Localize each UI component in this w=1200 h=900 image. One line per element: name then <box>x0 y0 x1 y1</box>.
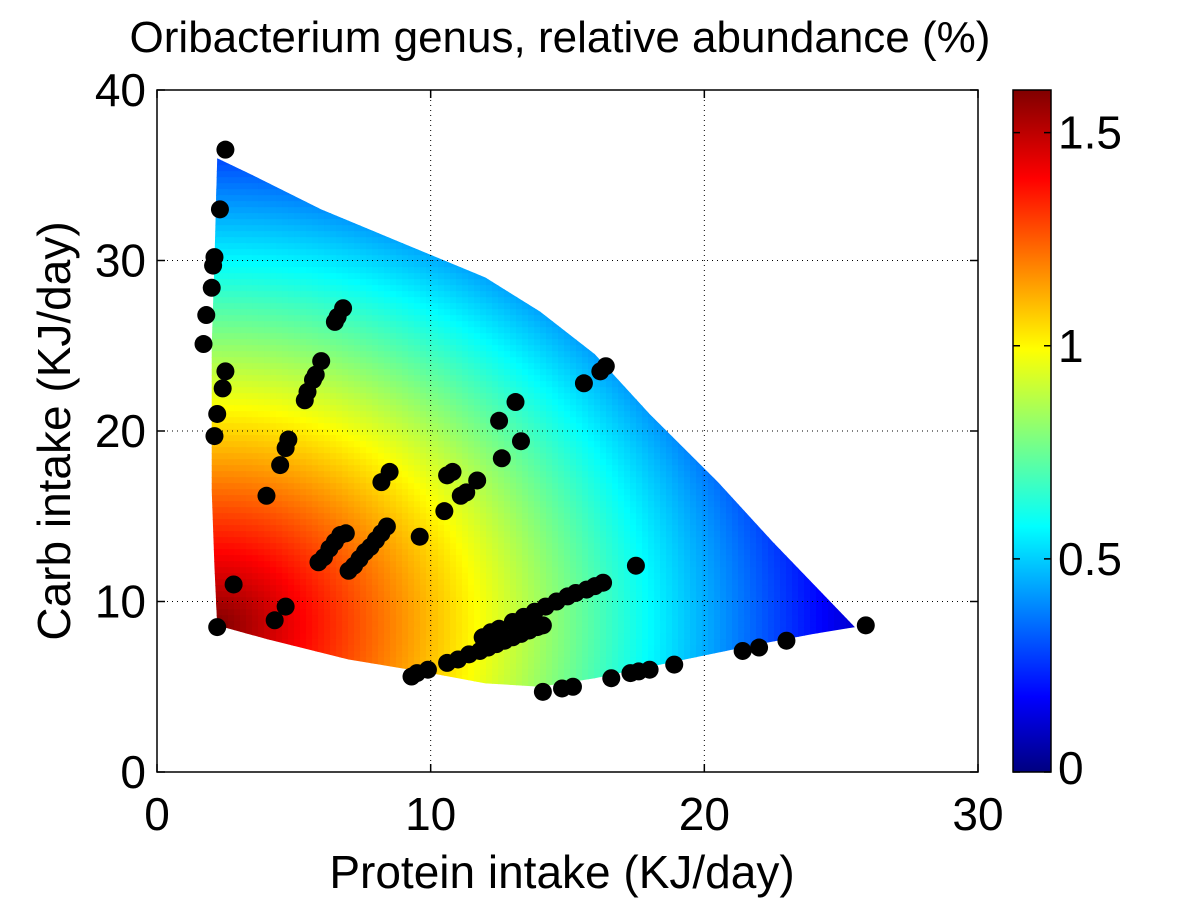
colorbar-tick-label: 1.5 <box>1058 107 1122 159</box>
data-point <box>594 573 613 592</box>
data-point <box>216 362 235 381</box>
data-point <box>312 352 331 371</box>
plot-area: 0 10 20 30 0 10 20 30 40 <box>95 64 1004 840</box>
data-point <box>457 483 476 502</box>
colorbar-ticks: 0 0.5 1 1.5 <box>1013 107 1122 794</box>
data-point <box>336 524 355 543</box>
axis-ticks: 0 10 20 30 0 10 20 30 40 <box>95 64 1004 840</box>
data-point <box>533 682 552 701</box>
data-point <box>640 660 659 679</box>
data-point <box>208 618 227 637</box>
data-point <box>194 335 213 354</box>
data-point <box>410 527 429 546</box>
data-point <box>733 641 752 660</box>
data-point <box>443 462 462 481</box>
data-point <box>777 631 796 650</box>
data-point <box>626 556 645 575</box>
data-point <box>334 299 353 318</box>
y-axis-label: Carb intake (KJ/day) <box>28 221 80 640</box>
data-point <box>563 677 582 696</box>
data-point <box>435 502 454 521</box>
data-point <box>490 619 509 638</box>
x-tick-label: 0 <box>144 788 170 840</box>
data-points <box>194 140 875 701</box>
data-point <box>665 655 684 674</box>
y-tick-label: 10 <box>95 576 146 628</box>
data-point <box>856 616 875 635</box>
data-point <box>213 379 232 398</box>
colorbar-tick-label: 0.5 <box>1058 533 1122 585</box>
data-point <box>750 638 769 657</box>
data-point <box>380 462 399 481</box>
data-point <box>533 616 552 635</box>
data-point <box>224 575 243 594</box>
data-point <box>208 404 227 423</box>
data-point <box>418 660 437 679</box>
data-point <box>492 449 511 468</box>
x-tick-label: 30 <box>952 788 1003 840</box>
data-point <box>306 365 325 384</box>
data-point <box>490 411 509 430</box>
data-point <box>271 456 290 475</box>
data-point <box>279 430 298 449</box>
x-tick-label: 20 <box>679 788 730 840</box>
data-point <box>210 200 229 219</box>
data-point <box>257 486 276 505</box>
data-point <box>377 517 396 536</box>
data-point <box>202 278 221 297</box>
y-tick-label: 30 <box>95 235 146 287</box>
data-point <box>265 611 284 630</box>
colorbar-tick-label: 0 <box>1058 742 1084 794</box>
colorbar-tick-label: 1 <box>1058 320 1084 372</box>
data-point <box>204 256 223 275</box>
data-point <box>205 427 224 446</box>
data-point <box>468 471 487 490</box>
data-point <box>216 140 235 159</box>
data-point <box>602 669 621 688</box>
x-axis-label: Protein intake (KJ/day) <box>329 846 794 898</box>
chart-title: Oribacterium genus, relative abundance (… <box>130 13 991 62</box>
x-tick-label: 10 <box>405 788 456 840</box>
data-point <box>506 393 525 412</box>
data-point <box>596 357 615 376</box>
y-tick-label: 40 <box>95 64 146 116</box>
data-point <box>197 306 216 325</box>
colorbar-scale <box>1012 89 1052 773</box>
colorbar: 0 0.5 1 1.5 <box>1012 89 1122 794</box>
data-point <box>276 597 295 616</box>
data-point <box>511 432 530 451</box>
y-tick-label: 20 <box>95 405 146 457</box>
y-tick-label: 0 <box>120 746 146 798</box>
data-point <box>574 374 593 393</box>
